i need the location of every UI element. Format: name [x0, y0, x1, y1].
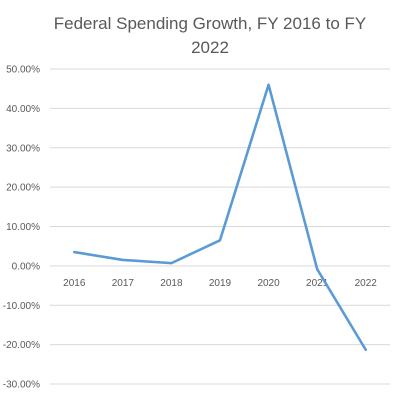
x-tick-label: 2020	[257, 278, 280, 289]
y-tick-label: 50.00%	[6, 65, 40, 76]
series-layer	[72, 83, 368, 352]
x-tick-label: 2019	[209, 278, 232, 289]
x-tick-label: 2018	[160, 278, 183, 289]
y-tick-label: 40.00%	[6, 104, 40, 115]
y-tick-label: 0.00%	[12, 261, 40, 272]
x-tick-label: 2016	[63, 278, 86, 289]
x-tick-label: 2022	[355, 278, 378, 289]
y-tick-label: -30.00%	[3, 380, 40, 391]
series-line	[72, 83, 368, 352]
gridlines	[50, 68, 390, 385]
x-tick-label: 2017	[112, 278, 135, 289]
y-tick-label: 20.00%	[6, 183, 40, 194]
x-axis-tick-labels: 2016 2017 2018 2019 2020 2021 2022	[63, 278, 377, 289]
x-tick-label: 2021	[306, 278, 329, 289]
chart-title: Federal Spending Growth, FY 2016 to FY 2…	[53, 14, 367, 57]
y-tick-label: -20.00%	[3, 340, 40, 351]
y-tick-label: 30.00%	[6, 143, 40, 154]
y-axis-tick-labels: 50.00% 40.00% 30.00% 20.00% 10.00% 0.00% -10.0…	[3, 65, 40, 391]
y-tick-label: 10.00%	[6, 222, 40, 233]
y-tick-label: -10.00%	[3, 301, 40, 312]
